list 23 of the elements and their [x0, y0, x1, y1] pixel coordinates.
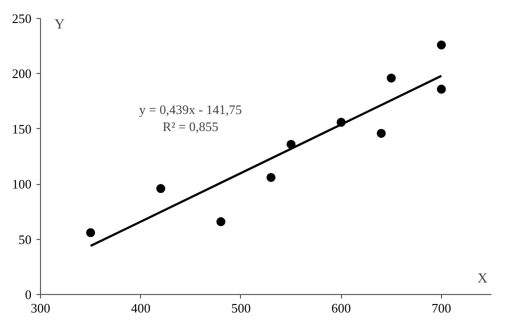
point — [436, 40, 446, 50]
point — [266, 172, 276, 182]
x-tick-label: 500 — [231, 300, 251, 316]
annotation: R² = 0,855 — [162, 119, 218, 134]
point — [386, 74, 396, 83]
point — [216, 217, 226, 226]
point — [376, 128, 386, 138]
y-tick-label: 0 — [25, 287, 32, 302]
x-axis-title: X — [477, 272, 488, 286]
y-axis-title: Y — [54, 18, 65, 32]
x-tick-label: 400 — [130, 300, 150, 316]
y-tick-label: 100 — [12, 176, 32, 192]
x-tick-label: 300 — [30, 300, 50, 316]
x-tick-label: 600 — [331, 300, 351, 316]
annotation: y = 0,439x - 141,75 — [139, 102, 242, 117]
point — [156, 184, 166, 194]
x-tick-label: 700 — [432, 300, 452, 316]
point — [86, 228, 96, 238]
y-tick-label: 200 — [12, 66, 32, 82]
point — [436, 84, 446, 94]
y-tick-label: 250 — [12, 11, 32, 26]
y-tick-label: 150 — [12, 121, 32, 136]
y-tick-label: 50 — [18, 232, 32, 247]
